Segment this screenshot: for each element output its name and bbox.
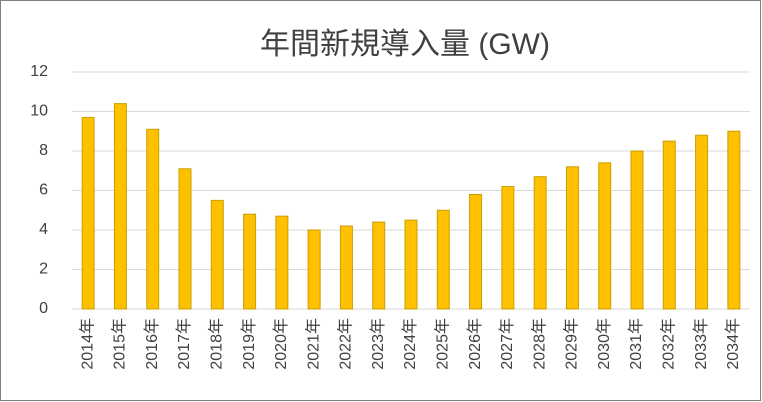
bar xyxy=(404,219,418,310)
bar xyxy=(146,128,160,310)
bar xyxy=(210,199,224,310)
bar xyxy=(598,162,612,310)
x-tick-label: 2027年 xyxy=(498,318,516,370)
bar xyxy=(695,134,709,310)
y-tick-label: 0 xyxy=(39,300,48,317)
x-tick-label: 2021年 xyxy=(304,318,322,370)
bar xyxy=(501,186,515,310)
bar xyxy=(243,213,257,310)
x-tick-label: 2028年 xyxy=(530,318,548,370)
y-tick-label: 4 xyxy=(39,221,48,238)
bar xyxy=(727,130,741,310)
chart-title: 年間新規導入量 (GW) xyxy=(260,28,550,61)
bar xyxy=(372,221,386,310)
y-tick-label: 2 xyxy=(39,261,48,278)
bar xyxy=(81,116,95,310)
bar xyxy=(275,215,289,310)
bar xyxy=(307,229,321,310)
x-tick-label: 2019年 xyxy=(240,318,258,370)
y-tick-label: 8 xyxy=(39,142,48,159)
bar xyxy=(565,166,579,310)
x-tick-label: 2024年 xyxy=(401,318,419,370)
bar xyxy=(630,150,644,310)
x-tick-label: 2032年 xyxy=(660,318,678,370)
x-tick-label: 2029年 xyxy=(563,318,581,370)
x-tick-label: 2017年 xyxy=(175,318,193,370)
bar xyxy=(178,168,192,310)
bar xyxy=(469,193,483,310)
y-tick-label: 10 xyxy=(30,103,48,120)
x-tick-label: 2020年 xyxy=(272,318,290,370)
y-tick-label: 12 xyxy=(30,63,48,80)
x-tick-label: 2030年 xyxy=(595,318,613,370)
y-tick-label: 6 xyxy=(39,182,48,199)
x-tick-label: 2022年 xyxy=(337,318,355,370)
x-tick-label: 2034年 xyxy=(724,318,742,370)
x-tick-label: 2018年 xyxy=(208,318,226,370)
bar xyxy=(662,140,676,310)
x-tick-label: 2025年 xyxy=(434,318,452,370)
x-tick-label: 2014年 xyxy=(78,318,96,370)
bar xyxy=(339,225,353,310)
x-tick-label: 2015年 xyxy=(111,318,129,370)
x-tick-label: 2031年 xyxy=(627,318,645,370)
bar xyxy=(113,103,127,310)
x-tick-label: 2023年 xyxy=(369,318,387,370)
bar xyxy=(436,209,450,310)
x-tick-label: 2026年 xyxy=(466,318,484,370)
x-tick-label: 2033年 xyxy=(692,318,710,370)
x-tick-label: 2016年 xyxy=(143,318,161,370)
bar xyxy=(533,176,547,310)
